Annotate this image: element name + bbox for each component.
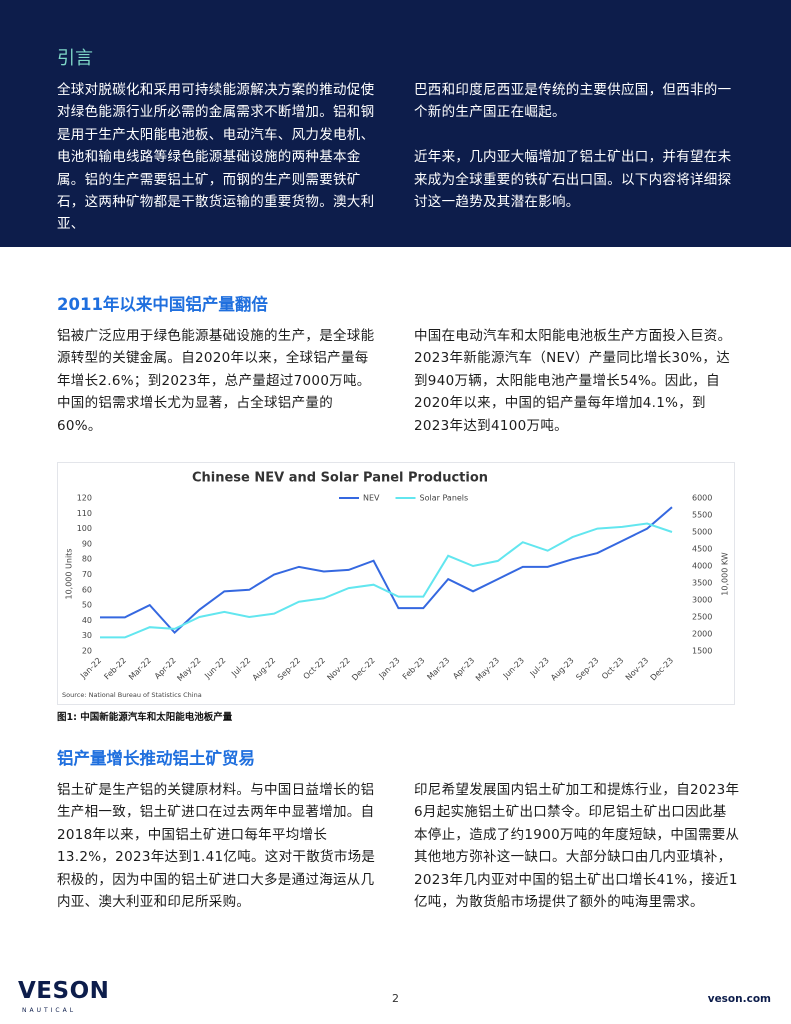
paragraph: 全球对脱碳化和采用可持续能源解决方案的推动促使对绿色能源行业所必需的金属需求不断… (57, 82, 375, 233)
y-axis-title: 10,000 Units (65, 549, 74, 600)
chart-box: Chinese NEV and Solar Panel Production 1… (57, 462, 735, 705)
y2-tick-label: 3000 (692, 596, 712, 605)
chart-frame (57, 462, 735, 705)
chart-source: Source: National Bureau of Statistics Ch… (62, 691, 202, 699)
figure-caption: 图1: 中国新能源汽车和太阳能电池板产量 (57, 712, 233, 723)
y2-tick-label: 1500 (692, 647, 712, 656)
y2-tick-label: 4500 (692, 545, 712, 554)
y2-tick-label: 6000 (692, 494, 712, 503)
y-tick-label: 40 (82, 616, 92, 625)
section-heading: 2011年以来中国铝产量翻倍 (57, 295, 268, 314)
section-text: 印尼希望发展国内铝土矿加工和提炼行业，自2023年6月起实施铝土矿出口禁令。印尼… (414, 782, 740, 911)
logo-sub: NAUTICAL (22, 1007, 77, 1014)
y-tick-label: 80 (82, 555, 92, 564)
intro-right: 巴西和印度尼西亚是传统的主要供应国，但西非的一个新的生产国正在崛起。近年来，几内… (414, 79, 740, 236)
y-tick-label: 50 (82, 601, 92, 610)
y-tick-label: 30 (82, 631, 92, 640)
y-tick-label: 60 (82, 585, 92, 594)
section-text: 铝土矿是生产铝的关键原材料。与中国日益增长的铝生产相一致，铝土矿进口在过去两年中… (57, 782, 376, 911)
section-text: 铝被广泛应用于绿色能源基础设施的生产，是全球能源转型的关键金属。自2020年以来… (57, 328, 375, 434)
y-tick-label: 100 (77, 524, 92, 533)
header-band (0, 0, 791, 247)
logo: VESON (18, 978, 110, 1004)
legend-label: NEV (363, 494, 380, 503)
page-number: 2 (392, 992, 399, 1005)
y2-tick-label: 4000 (692, 562, 712, 571)
y-tick-label: 20 (82, 647, 92, 656)
paragraph: 巴西和印度尼西亚是传统的主要供应国，但西非的一个新的生产国正在崛起。 (414, 82, 732, 121)
site-link[interactable]: veson.com (707, 993, 771, 1005)
paragraph: 近年来，几内亚大幅增加了铝土矿出口，并有望在未来成为全球重要的铁矿石出口国。以下… (414, 149, 732, 211)
y-tick-label: 120 (77, 494, 92, 503)
legend-label: Solar Panels (420, 494, 469, 503)
y-tick-label: 90 (82, 539, 92, 548)
y2-tick-label: 5500 (692, 511, 712, 520)
y-tick-label: 110 (77, 509, 92, 518)
chart: Chinese NEV and Solar Panel Production 1… (57, 462, 735, 705)
section-text: 中国在电动汽车和太阳能电池板生产方面投入巨资。2023年新能源汽车（NEV）产量… (414, 328, 732, 434)
series-line (100, 522, 673, 639)
y2-axis-title: 10,000 KW (721, 552, 730, 595)
y-tick-label: 70 (82, 570, 92, 579)
y2-tick-label: 3500 (692, 579, 712, 588)
intro-title: 引言 (57, 48, 93, 69)
section-heading: 铝产量增长推动铝土矿贸易 (57, 749, 255, 768)
y2-tick-label: 2000 (692, 630, 712, 639)
y2-tick-label: 5000 (692, 528, 712, 537)
intro-left: 全球对脱碳化和采用可持续能源解决方案的推动促使对绿色能源行业所必需的金属需求不断… (57, 79, 377, 258)
series-line (100, 506, 673, 635)
chart-title: Chinese NEV and Solar Panel Production (192, 471, 488, 486)
y2-tick-label: 2500 (692, 613, 712, 622)
